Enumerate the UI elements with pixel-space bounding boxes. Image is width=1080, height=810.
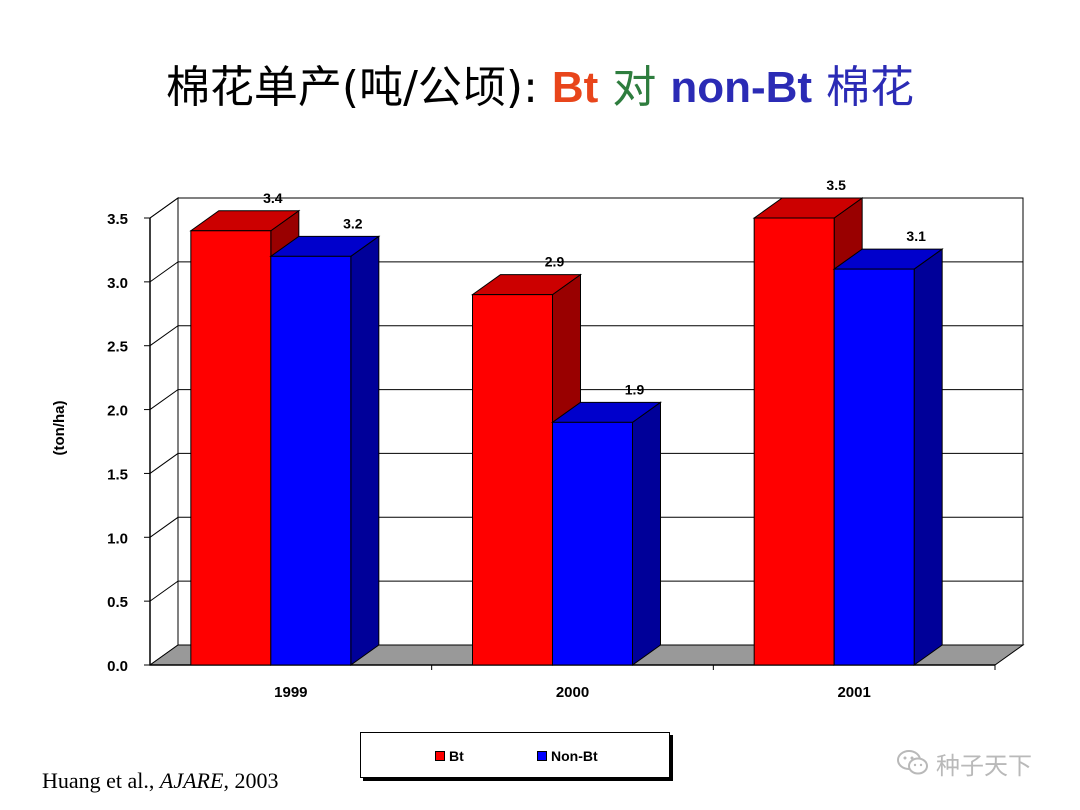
x-tick-label: 2001 [837,684,870,701]
citation: Huang et al., AJARE, 2003 [42,768,278,794]
legend-label-bt: Bt [449,748,464,764]
watermark-text: 种子天下 [936,751,1032,780]
data-label: 1.9 [625,381,645,397]
bar-side [632,401,661,666]
data-label: 3.1 [906,228,926,244]
title-dui: 对 [598,62,671,113]
gridline [149,197,1023,219]
y-tick-label: 0.0 [107,658,128,675]
gridline [149,261,1023,283]
y-tick-label: 0.5 [107,594,128,611]
y-axis-label: (ton/ha) [51,401,68,456]
y-tick-label: 2.5 [107,339,128,356]
legend-label-nonbt: Non-Bt [551,748,598,764]
x-tick-label: 2000 [556,684,589,701]
chart-side-wall [149,197,179,666]
bar [833,268,915,666]
y-tick-label: 2.0 [107,403,128,420]
legend-swatch-nonbt [537,751,547,761]
title-main: 棉花单产(吨/公顷): [165,62,552,113]
y-tick-label: 1.5 [107,466,128,483]
gridline [149,452,1023,474]
title-mianhua: 棉花 [812,62,915,113]
gridline [149,580,1023,602]
y-tick-label: 3.0 [107,275,128,292]
bar-side [350,235,380,666]
gridline [149,325,1023,347]
chart-legend: Bt Non-Bt [360,732,670,778]
watermark: 种子天下 [896,746,1032,780]
legend-item-bt: Bt [435,748,464,764]
bar [270,255,352,666]
gridline [149,516,1023,538]
legend-item-nonbt: Non-Bt [537,748,598,764]
title-bt: Bt [551,63,599,112]
citation-authors: Huang et al., [42,768,160,793]
data-label: 3.2 [343,215,363,231]
citation-journal: AJARE [159,768,224,793]
bar [190,230,272,666]
bar [552,421,633,666]
bar-chart: 0.0 0.5 1.0 1.5 2.0 2.5 3.0 3.5 (ton/ha) 1999 3.4 3… [51,177,1025,701]
data-label: 2.9 [545,254,565,270]
bar [472,294,553,666]
x-tick-label: 1999 [274,684,307,701]
bar [753,217,835,666]
citation-year: , 2003 [223,768,279,793]
data-label: 3.5 [826,177,846,193]
y-tick-label: 3.5 [107,211,128,228]
y-tick-label: 1.0 [107,530,128,547]
slide-title: 棉花单产(吨/公顷): Bt 对 non-Bt 棉花 [0,58,1080,118]
bar-side [913,248,943,666]
data-label: 3.4 [263,190,283,206]
title-nonbt: non-Bt [670,63,813,112]
gridline [149,389,1023,410]
legend-swatch-bt [435,751,445,761]
wechat-icon [897,750,928,775]
